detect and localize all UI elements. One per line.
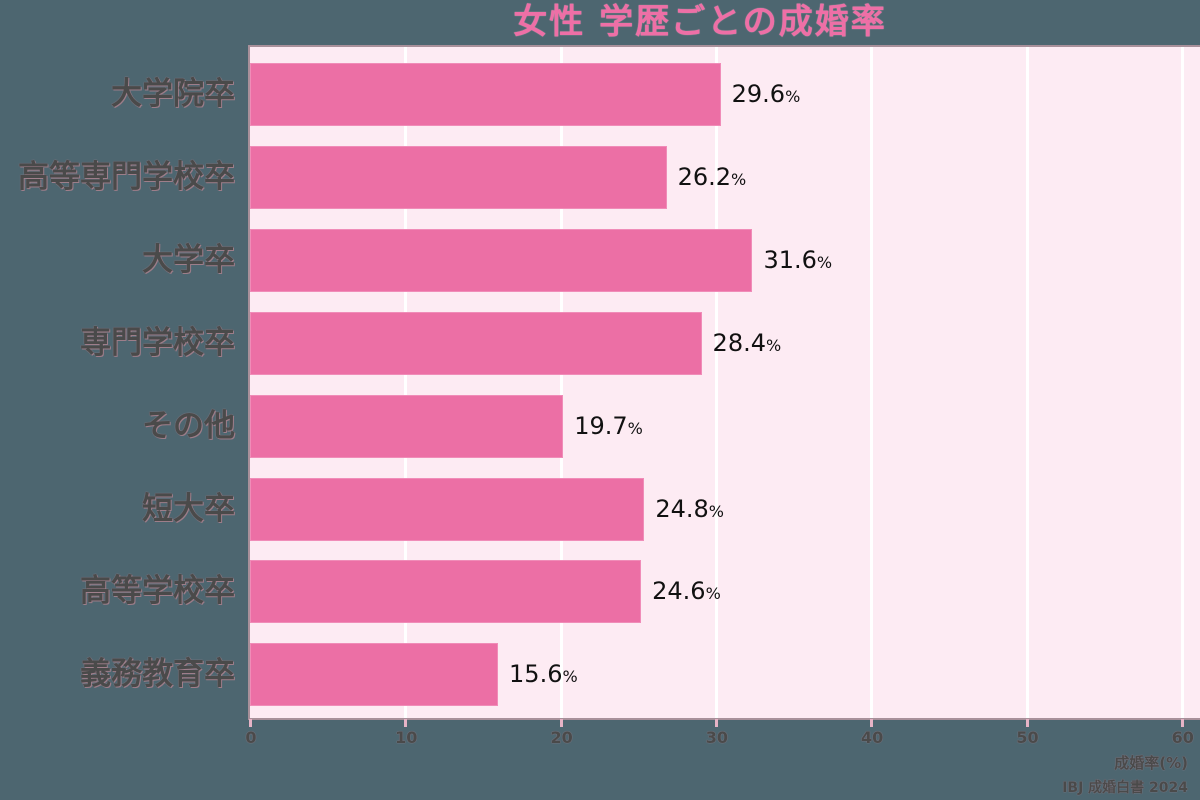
bar-value-number: 28.4 [712,329,766,357]
chart-title: 女性 学歴ごとの成婚率 [513,2,887,42]
bar-value-label: 29.6% [732,63,801,126]
category-label: 義務教育卒 [80,656,235,692]
bar-value-suffix: % [705,584,721,603]
bar-value-suffix: % [708,502,724,521]
x-tick [870,719,874,727]
bar [250,395,564,458]
x-tick [1025,719,1029,727]
category-label: 短大卒 [142,491,235,527]
bar-value-label: 31.6% [763,229,832,292]
x-tick [249,719,252,727]
x-tick-label: 50 [1016,728,1039,747]
bar-value-label: 24.8% [655,478,724,541]
category-label: 高等学校卒 [80,573,235,609]
category-label: 大学卒 [142,242,235,278]
x-axis-line [248,718,1200,720]
bar-value-label: 26.2% [678,146,747,209]
bar-value-suffix: % [731,170,747,189]
bar-value-suffix: % [816,253,833,272]
x-tick [714,719,718,727]
category-label: 大学院卒 [111,76,235,112]
gridline [714,47,718,718]
bar-value-number: 31.6 [763,246,817,274]
x-tick-label: 30 [705,728,729,747]
bar-value-number: 19.7 [574,412,628,440]
category-label: その他 [142,408,235,444]
bar-value-suffix: % [627,419,643,438]
bar [250,312,702,375]
x-tick-label: 60 [1171,728,1194,747]
bar-value-label: 15.6% [509,643,578,706]
bar-value-number: 24.8 [655,495,709,523]
x-tick-label: 0 [245,728,257,747]
plot-top-border [248,45,1200,47]
bar-value-suffix: % [562,667,578,686]
bar [250,643,499,706]
bar-value-number: 29.6 [731,80,786,108]
x-tick [404,719,408,727]
gridline [1025,47,1029,718]
bar [250,478,645,541]
x-tick [559,719,563,727]
gridline [404,47,408,718]
bar-value-label: 19.7% [574,395,643,458]
bar-value-suffix: % [765,336,782,355]
x-tick-label: 20 [550,728,573,747]
gridline [870,47,874,718]
bar [250,229,753,292]
source-note: IBJ 成婚白書 2024 [1062,780,1188,796]
bar-value-suffix: % [785,87,801,106]
x-axis-label: 成婚率(%) [1114,754,1188,772]
x-tick-label: 40 [861,728,884,747]
bar [250,63,721,126]
bar-value-number: 15.6 [509,660,563,688]
bar-value-number: 26.2 [677,163,732,191]
bar [250,146,667,209]
bar-value-number: 24.6 [652,577,706,605]
x-tick [1180,719,1184,727]
category-label: 専門学校卒 [80,325,235,361]
bar-value-label: 28.4% [713,312,782,375]
bar [250,560,642,623]
gridline [1180,47,1184,718]
x-tick-label: 10 [395,728,418,747]
bar-value-label: 24.6% [652,560,721,623]
gridline [559,47,563,718]
y-axis-line [248,47,250,720]
category-label: 高等専門学校卒 [18,159,235,195]
